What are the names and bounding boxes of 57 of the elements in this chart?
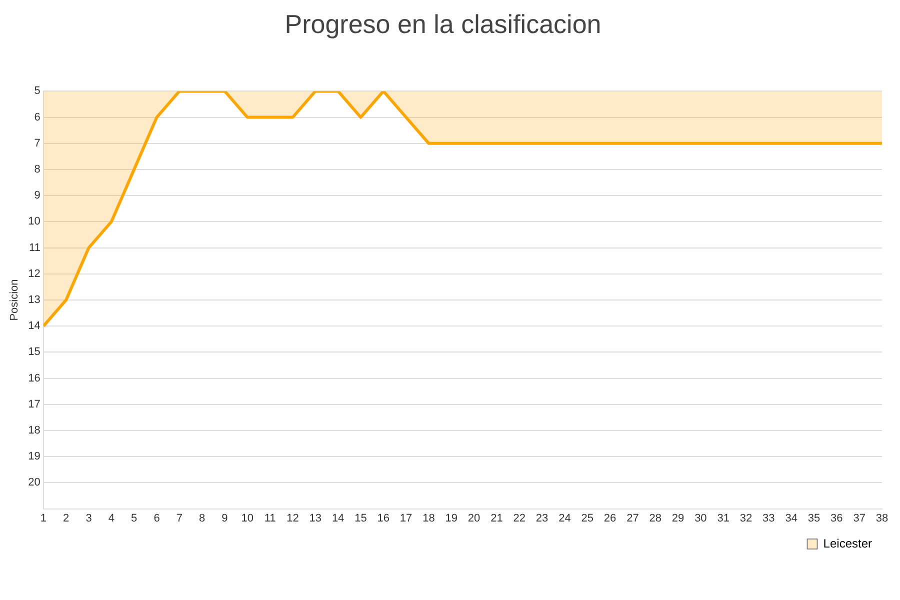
x-tick-label: 7 — [176, 512, 182, 524]
y-tick-label: 16 — [28, 372, 40, 384]
x-tick-label: 29 — [672, 512, 684, 524]
x-tick-label: 19 — [445, 512, 458, 524]
x-tick-label: 8 — [199, 512, 206, 524]
y-tick-label: 8 — [34, 164, 40, 176]
y-tick-label: 18 — [28, 424, 40, 437]
y-tick-label: 12 — [28, 268, 40, 280]
chart-title: Progreso en la clasificacion — [284, 8, 602, 39]
x-tick-label: 6 — [154, 512, 160, 524]
x-tick-label: 5 — [131, 512, 138, 524]
y-tick-label: 11 — [29, 242, 40, 254]
x-tick-label: 14 — [332, 512, 344, 524]
x-tick-label: 34 — [785, 512, 798, 524]
y-tick-label: 9 — [34, 190, 40, 202]
x-tick-label: 10 — [241, 512, 254, 524]
x-tick-label: 32 — [740, 512, 752, 524]
x-tick-label: 38 — [876, 512, 888, 524]
x-tick-label: 18 — [422, 512, 435, 524]
x-tick-label: 33 — [762, 512, 775, 524]
x-tick-label: 21 — [490, 512, 503, 524]
x-tick-label: 1 — [40, 512, 46, 524]
y-tick-label: 13 — [28, 294, 40, 306]
x-tick-label: 24 — [558, 512, 571, 524]
x-tick-label: 15 — [354, 512, 367, 524]
x-tick-label: 12 — [286, 512, 299, 524]
x-tick-label: 9 — [222, 512, 228, 524]
x-tick-label: 3 — [86, 512, 92, 524]
y-tick-label: 17 — [28, 398, 40, 410]
x-tick-label: 37 — [853, 512, 866, 524]
y-tick-label: 19 — [28, 450, 40, 463]
x-tick-label: 27 — [626, 512, 639, 524]
x-tick-label: 26 — [604, 512, 616, 524]
y-tick-label: 6 — [34, 111, 40, 124]
x-tick-label: 36 — [830, 512, 843, 524]
x-tick-label: 2 — [63, 512, 70, 524]
y-tick-label: 10 — [28, 216, 40, 228]
y-tick-label: 15 — [28, 346, 40, 358]
x-tick-label: 17 — [400, 512, 412, 524]
y-tick-label: 7 — [34, 137, 40, 150]
x-tick-label: 25 — [581, 512, 594, 524]
x-tick-label: 28 — [649, 512, 662, 524]
y-tick-label: 20 — [28, 476, 40, 489]
y-tick-label: 5 — [34, 85, 40, 98]
y-tick-label: 14 — [28, 320, 40, 332]
x-tick-label: 35 — [808, 512, 820, 524]
x-tick-label: 23 — [536, 512, 548, 524]
y-axis-title: Posicion — [8, 279, 21, 321]
legend-label: Leicester — [823, 536, 872, 550]
x-tick-label: 13 — [309, 512, 322, 524]
x-tick-label: 20 — [468, 512, 480, 524]
x-tick-label: 4 — [108, 512, 114, 524]
x-tick-label: 22 — [513, 512, 526, 524]
x-tick-label: 11 — [264, 512, 276, 524]
x-tick-label: 31 — [717, 512, 730, 524]
x-tick-label: 30 — [694, 512, 707, 524]
x-tick-label: 16 — [377, 512, 390, 524]
